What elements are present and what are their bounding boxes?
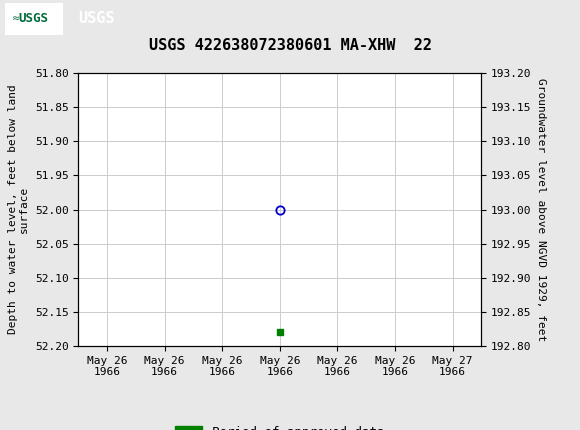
Text: USGS: USGS xyxy=(19,12,49,25)
Y-axis label: Depth to water level, feet below land
surface: Depth to water level, feet below land su… xyxy=(8,85,29,335)
Y-axis label: Groundwater level above NGVD 1929, feet: Groundwater level above NGVD 1929, feet xyxy=(535,78,546,341)
Text: USGS 422638072380601 MA-XHW  22: USGS 422638072380601 MA-XHW 22 xyxy=(148,38,432,52)
Text: ≈: ≈ xyxy=(12,13,20,23)
Bar xyxy=(5,3,63,35)
Legend: Period of approved data: Period of approved data xyxy=(170,421,390,430)
Text: USGS: USGS xyxy=(78,11,115,26)
